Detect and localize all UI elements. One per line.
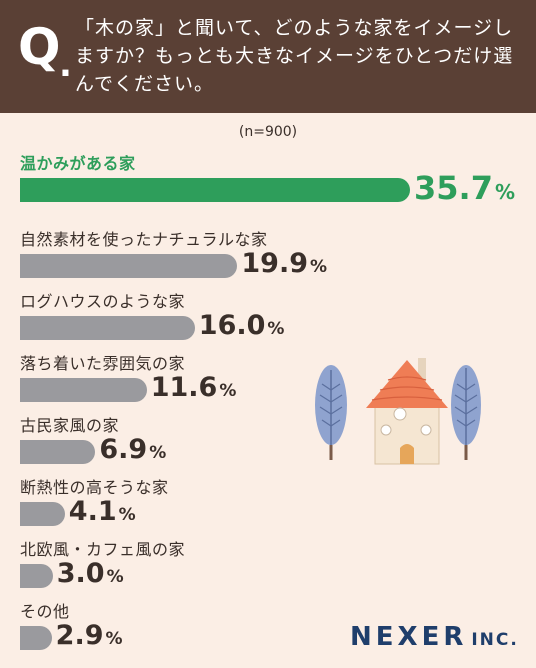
value-label: 6.9% (99, 436, 166, 463)
category-label: 落ち着いた雰囲気の家 (20, 354, 186, 373)
bar (20, 378, 147, 402)
value-unit: % (118, 505, 136, 525)
value-number: 16.0 (198, 310, 266, 341)
value-number: 35.7 (414, 169, 493, 207)
value-label: 16.0% (199, 312, 285, 339)
tree-icon (451, 365, 481, 460)
house-illustration (315, 358, 481, 465)
category-label: 断熱性の高そうな家 (20, 478, 169, 497)
category-label: 自然素材を使ったナチュラルな家 (20, 230, 268, 249)
logo-name: NEXER (350, 622, 468, 652)
category-label: 北欧風・カフェ風の家 (20, 540, 186, 559)
category-label: 古民家風の家 (20, 416, 120, 435)
bar (20, 316, 195, 340)
value-number: 6.9 (99, 434, 148, 465)
value-label: 11.6% (151, 374, 237, 401)
question-text: 「木の家」と聞いて、どのような家をイメージしますか？もっとも大きなイメージをひと… (75, 17, 514, 95)
value-label: 3.0% (57, 560, 124, 587)
category-label: その他 (20, 602, 70, 621)
bar (20, 502, 65, 526)
value-label: 19.9% (241, 250, 327, 277)
nexer-logo: NEXER INC. (350, 622, 519, 652)
bar (20, 254, 238, 278)
tree-icon (315, 365, 347, 460)
question-header: Q . 「木の家」と聞いて、どのような家をイメージしますか？もっとも大きなイメー… (0, 0, 536, 113)
bar (20, 626, 52, 650)
bar (20, 564, 53, 588)
bar (20, 178, 410, 202)
q-dot: . (59, 45, 72, 85)
value-unit: % (105, 629, 123, 649)
value-number: 11.6 (150, 372, 218, 403)
logo-suffix: INC. (471, 630, 519, 650)
value-unit: % (219, 381, 237, 401)
house-icon (366, 358, 448, 465)
category-label: 温かみがある家 (20, 154, 136, 173)
value-unit: % (494, 180, 515, 204)
value-unit: % (310, 257, 328, 277)
bar (20, 440, 96, 464)
value-label: 2.9% (56, 622, 123, 649)
q-letter: Q (18, 18, 61, 76)
value-number: 4.1 (68, 496, 117, 527)
value-number: 3.0 (56, 558, 105, 589)
value-label: 4.1% (69, 498, 136, 525)
value-unit: % (106, 567, 124, 587)
value-number: 19.9 (241, 248, 309, 279)
value-number: 2.9 (55, 620, 104, 651)
category-label: ログハウスのような家 (20, 292, 186, 311)
value-unit: % (149, 443, 167, 463)
sample-size-note: (n=900) (238, 124, 298, 140)
value-label: 35.7% (414, 172, 515, 204)
value-unit: % (267, 319, 285, 339)
